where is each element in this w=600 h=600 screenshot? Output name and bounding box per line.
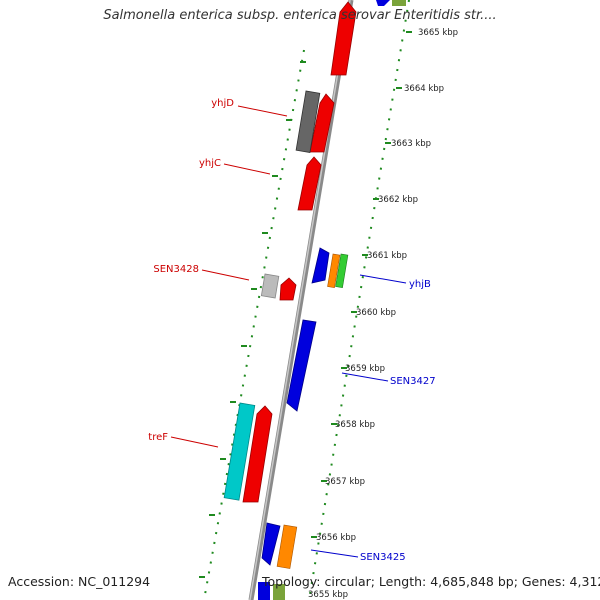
gene-SEN3425-orange[interactable]: [276, 524, 298, 569]
gene-treF-red[interactable]: [242, 405, 273, 503]
leader-SEN3427: [341, 372, 389, 382]
backbone-line: [248, 0, 354, 600]
gene-blue-bottom[interactable]: [258, 582, 270, 600]
gene-yhjD-red[interactable]: [309, 93, 335, 153]
gene-label-yhjD[interactable]: yhjD: [211, 98, 234, 109]
leader-yhjD: [237, 105, 288, 117]
gene-label-yhjC[interactable]: yhjC: [199, 158, 221, 169]
gene-label-SEN3427[interactable]: SEN3427: [390, 376, 436, 387]
tick-label: 3663 kbp: [391, 139, 431, 149]
leader-yhjC: [223, 163, 271, 175]
gene-yhjB-blue[interactable]: [311, 247, 330, 284]
gene-yhjC-red[interactable]: [297, 156, 322, 211]
gene-label-SEN3425[interactable]: SEN3425: [360, 552, 406, 563]
gene-yhjD-gray[interactable]: [295, 90, 321, 153]
gene-SEN3428-red[interactable]: [279, 277, 297, 301]
tick-label: 3661 kbp: [367, 251, 407, 261]
inner-ring-ticks: [199, 61, 306, 578]
leader-treF: [170, 436, 219, 448]
gene-yhjB-orange[interactable]: [327, 253, 341, 289]
gene-SEN3425-blue[interactable]: [261, 522, 281, 566]
gene-blue-top[interactable]: [376, 0, 390, 6]
tick-labels: 3665 kbp 3664 kbp 3663 kbp 3662 kbp 3661…: [308, 28, 458, 600]
gene-label-SEN3428[interactable]: SEN3428: [153, 264, 199, 275]
outer-tick-ring: [308, 0, 410, 600]
tick-label: 3662 kbp: [378, 195, 418, 205]
tick-label: 3660 kbp: [356, 308, 396, 318]
gene-SEN3427-blue[interactable]: [286, 319, 317, 412]
gene-treF-cyan[interactable]: [223, 402, 256, 501]
tick-label: 3655 kbp: [308, 590, 348, 600]
backbone-highlight: [249, 0, 351, 600]
tick-label: 3657 kbp: [325, 477, 365, 487]
gene-label-treF[interactable]: treF: [148, 432, 168, 443]
leader-SEN3428: [201, 269, 250, 281]
leader-yhjB: [359, 274, 407, 284]
outer-ring-ticks: [311, 31, 412, 538]
gene-olive-bottom[interactable]: [273, 584, 285, 600]
accession-label: Accession: NC_011294: [8, 574, 151, 589]
map-title: Salmonella enterica subsp. enterica sero…: [103, 8, 497, 23]
inner-tick-ring: [203, 49, 305, 600]
gene-red-top[interactable]: [330, 1, 357, 76]
tick-label: 3665 kbp: [418, 28, 458, 38]
topology-label: Topology: circular; Length: 4,685,848 bp…: [262, 574, 600, 589]
gene-yhjB-green[interactable]: [335, 253, 349, 289]
gene-label-yhjB[interactable]: yhjB: [409, 279, 431, 290]
leader-SEN3425: [310, 549, 359, 558]
tick-label: 3656 kbp: [316, 533, 356, 543]
tick-label: 3658 kbp: [335, 420, 375, 430]
tick-label: 3664 kbp: [404, 84, 444, 94]
gene-olive-top[interactable]: [392, 0, 406, 6]
tick-label: 3659 kbp: [345, 364, 385, 374]
gene-SEN3428-gray[interactable]: [260, 273, 280, 299]
